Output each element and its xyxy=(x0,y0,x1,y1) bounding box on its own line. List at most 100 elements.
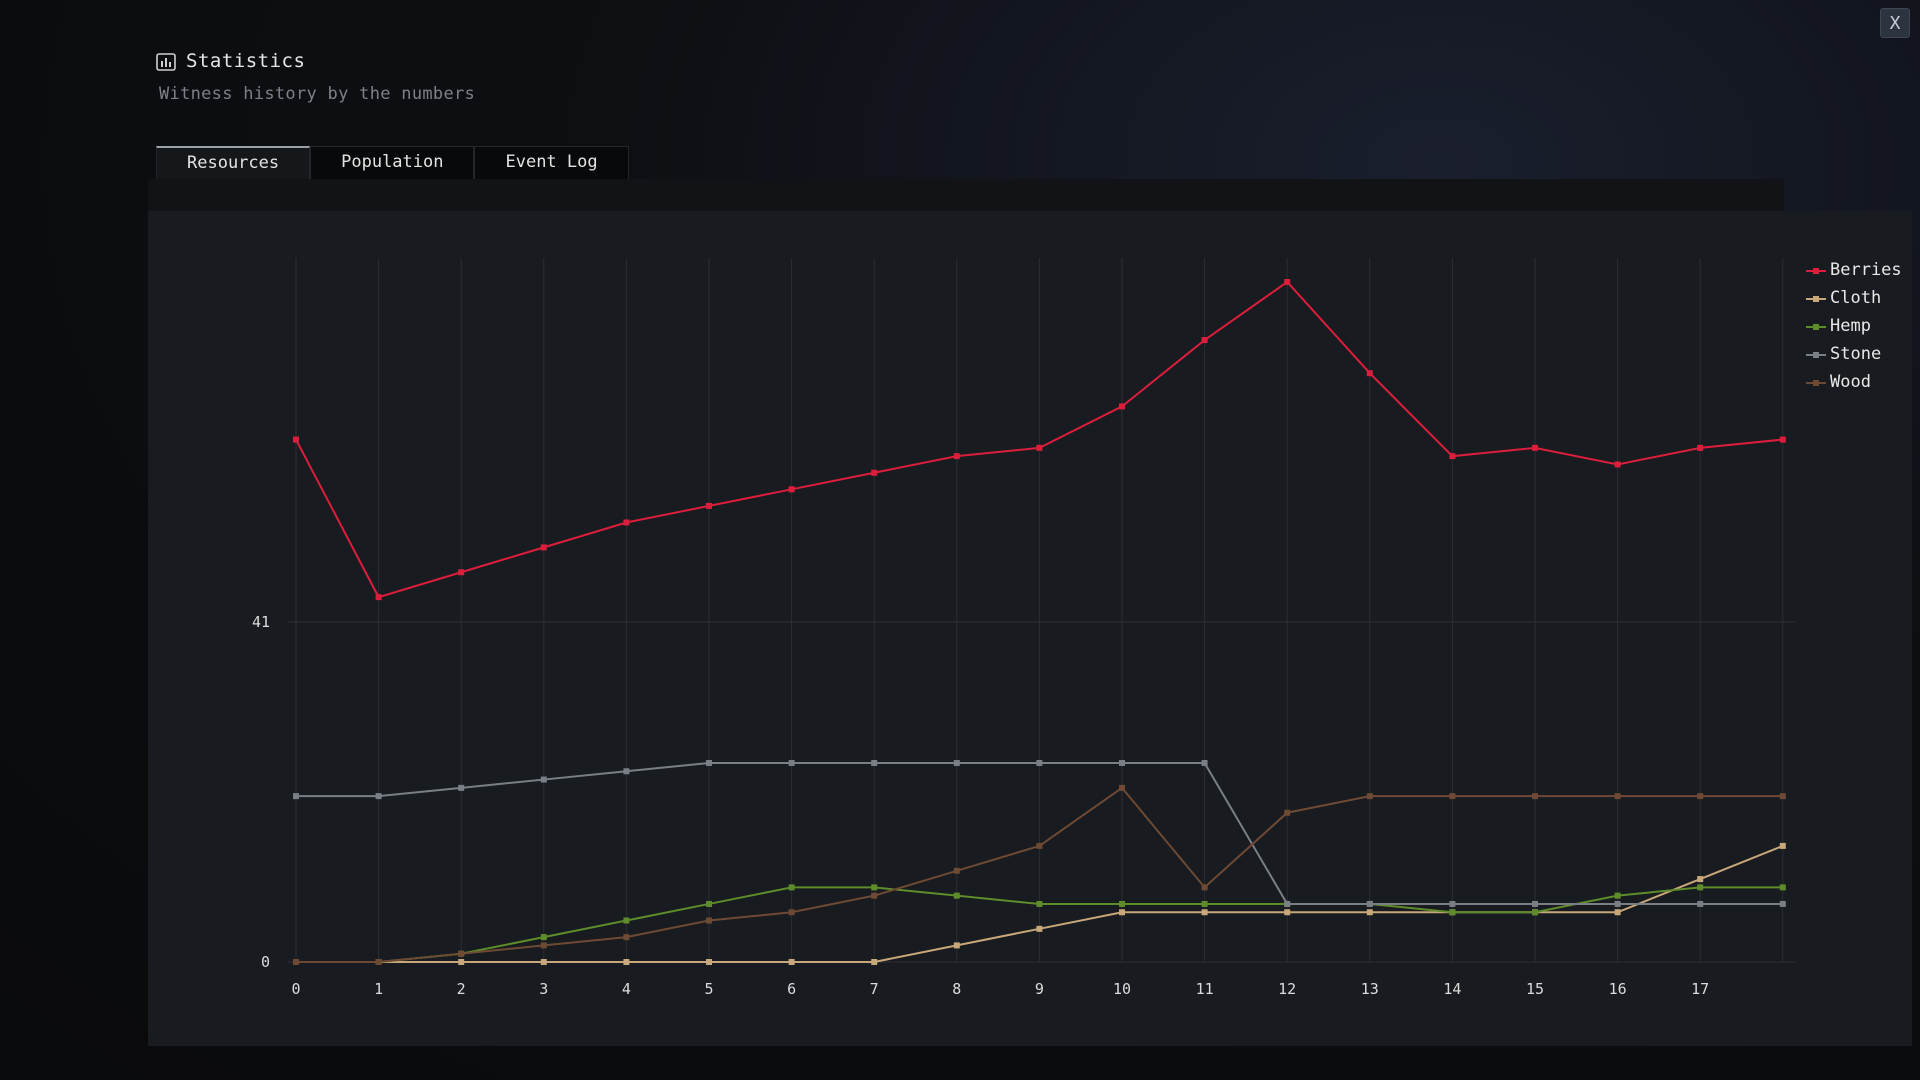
x-tick-label: 11 xyxy=(1196,980,1214,998)
tab-population[interactable]: Population xyxy=(310,146,475,179)
legend-swatch xyxy=(1806,377,1826,387)
close-button[interactable]: X xyxy=(1880,8,1910,38)
data-point-wood xyxy=(871,892,878,899)
data-point-cloth xyxy=(1119,909,1125,916)
legend-swatch xyxy=(1806,349,1826,359)
data-point-wood xyxy=(375,959,382,965)
data-point-stone xyxy=(293,793,299,800)
data-point-hemp xyxy=(871,884,878,891)
data-point-berries xyxy=(1614,461,1621,468)
data-point-stone xyxy=(1697,900,1704,907)
x-tick-label: 17 xyxy=(1691,980,1709,998)
data-point-stone xyxy=(1449,900,1456,907)
data-point-cloth xyxy=(1201,909,1208,916)
data-point-wood xyxy=(706,917,712,924)
data-point-hemp xyxy=(1201,900,1208,907)
data-point-stone xyxy=(1779,900,1786,907)
data-point-hemp xyxy=(1119,900,1125,907)
data-point-wood xyxy=(1366,793,1373,800)
data-point-stone xyxy=(788,759,795,766)
data-point-berries xyxy=(1201,337,1208,344)
data-point-wood xyxy=(1449,793,1456,800)
data-point-berries xyxy=(375,594,382,601)
data-point-wood xyxy=(1779,793,1786,800)
data-point-berries xyxy=(1449,453,1456,460)
data-point-stone xyxy=(1284,900,1291,907)
x-tick-label: 4 xyxy=(622,980,631,998)
close-icon: X xyxy=(1889,13,1901,34)
data-point-berries xyxy=(623,519,630,526)
data-point-wood xyxy=(1284,809,1291,816)
data-point-berries xyxy=(871,469,878,476)
tab-resources[interactable]: Resources xyxy=(156,146,311,179)
data-point-hemp xyxy=(540,934,547,941)
tab-content-strip xyxy=(148,179,1784,211)
data-point-stone xyxy=(1532,900,1538,907)
data-point-cloth xyxy=(871,959,878,965)
x-tick-label: 2 xyxy=(457,980,466,998)
data-point-wood xyxy=(1532,793,1538,800)
data-point-cloth xyxy=(1366,909,1373,916)
x-tick-label: 12 xyxy=(1278,980,1296,998)
legend-label: Hemp xyxy=(1830,316,1871,336)
data-point-wood xyxy=(623,934,630,941)
x-tick-label: 14 xyxy=(1443,980,1461,998)
tab-event-log[interactable]: Event Log xyxy=(474,146,629,179)
data-point-wood xyxy=(1697,793,1704,800)
data-point-stone xyxy=(871,759,878,766)
data-point-berries xyxy=(1697,444,1704,451)
data-point-wood xyxy=(1201,884,1208,891)
legend-item-stone[interactable]: Stone xyxy=(1806,340,1902,368)
legend-swatch xyxy=(1806,321,1826,331)
data-point-stone xyxy=(1119,759,1125,766)
chart-panel: 0 1 2 3 4 5 6 7 8 9 10 11 12 13 14 15 16 17 0 41 xyxy=(148,211,1912,1046)
data-point-stone xyxy=(1614,900,1621,907)
data-point-hemp xyxy=(1614,892,1621,899)
x-tick-label: 13 xyxy=(1361,980,1379,998)
legend-item-hemp[interactable]: Hemp xyxy=(1806,312,1902,340)
data-point-cloth xyxy=(1779,842,1786,849)
data-point-hemp xyxy=(1532,909,1538,916)
data-point-wood xyxy=(953,867,960,874)
legend-swatch xyxy=(1806,265,1826,275)
legend-label: Berries xyxy=(1830,260,1902,280)
page-subtitle: Witness history by the numbers xyxy=(159,84,476,104)
legend-swatch xyxy=(1806,293,1826,303)
data-point-wood xyxy=(1614,793,1621,800)
data-point-berries xyxy=(540,544,547,551)
data-point-berries xyxy=(1779,436,1786,443)
legend-item-wood[interactable]: Wood xyxy=(1806,368,1902,396)
data-point-berries xyxy=(293,436,299,443)
legend-item-cloth[interactable]: Cloth xyxy=(1806,284,1902,312)
data-point-wood xyxy=(788,909,795,916)
tab-bar: Resources Population Event Log xyxy=(156,146,629,179)
data-point-berries xyxy=(1366,370,1373,377)
data-point-cloth xyxy=(458,959,465,965)
data-point-cloth xyxy=(1614,909,1621,916)
data-point-wood xyxy=(458,950,465,957)
line-chart: 0 1 2 3 4 5 6 7 8 9 10 11 12 13 14 15 16 17 041 xyxy=(252,258,1796,998)
data-point-wood xyxy=(293,959,299,965)
data-point-wood xyxy=(1119,784,1125,791)
data-point-berries xyxy=(1119,403,1125,410)
bar-chart-icon xyxy=(156,53,176,71)
legend-item-berries[interactable]: Berries xyxy=(1806,256,1902,284)
data-point-berries xyxy=(953,453,960,460)
data-point-berries xyxy=(1036,444,1043,451)
data-point-cloth xyxy=(1697,876,1704,883)
x-tick-label: 16 xyxy=(1609,980,1627,998)
legend-label: Cloth xyxy=(1830,288,1882,308)
data-point-hemp xyxy=(1697,884,1704,891)
data-point-wood xyxy=(1036,842,1043,849)
data-point-hemp xyxy=(788,884,795,891)
x-tick-label: 15 xyxy=(1526,980,1544,998)
x-tick-label: 6 xyxy=(787,980,796,998)
data-point-stone xyxy=(375,793,382,800)
x-tick-label: 5 xyxy=(704,980,713,998)
page-title: Statistics xyxy=(186,50,306,72)
x-tick-label: 0 xyxy=(291,980,300,998)
data-point-cloth xyxy=(623,959,630,965)
x-tick-label: 1 xyxy=(374,980,383,998)
data-point-cloth xyxy=(788,959,795,965)
data-point-berries xyxy=(458,569,465,576)
